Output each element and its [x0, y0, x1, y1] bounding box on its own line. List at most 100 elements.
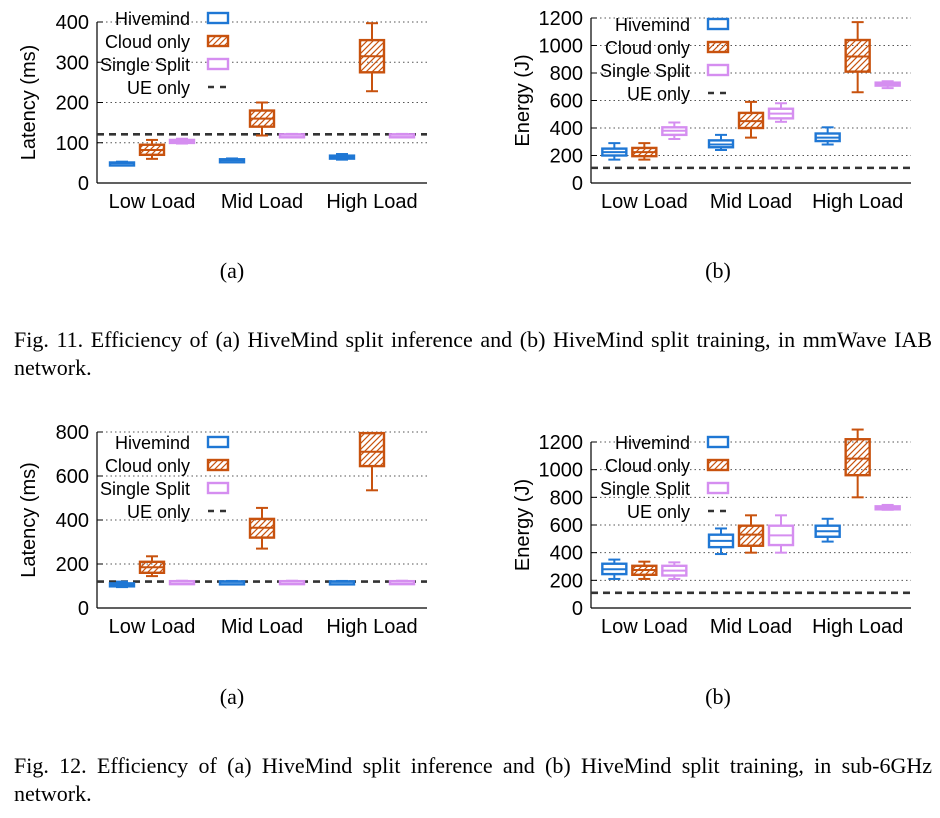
- box-hivemind-low-load: [601, 558, 628, 580]
- y-tick-label: 600: [56, 466, 89, 488]
- legend-swatch: [706, 458, 730, 472]
- box-single-split-low-load: [168, 137, 196, 145]
- x-tick-label-mid-load: Mid Load: [710, 616, 792, 638]
- y-tick-label: 800: [550, 63, 583, 85]
- y-tick-label: 0: [78, 598, 89, 620]
- chart-fig11a: 0 100 200 300 400 Latency (ms) Low Load Mid Loa…: [18, 9, 427, 213]
- y-tick-label: 200: [550, 570, 583, 592]
- box-hivemind-mid-load: [707, 133, 735, 151]
- box-iqr: [844, 438, 871, 477]
- box-cloud-only-high-load: [358, 431, 386, 492]
- legend-item-cloud-only: Cloud only: [605, 456, 730, 476]
- box-iqr: [737, 524, 765, 547]
- legend-item-ue-only: UE only: [627, 84, 730, 104]
- box-cloud-only-low-load: [631, 142, 658, 161]
- box-hivemind-low-load: [108, 160, 136, 167]
- y-tick-label: 300: [56, 52, 89, 74]
- legend-label: UE only: [127, 78, 190, 98]
- box-single-split-high-load: [874, 503, 901, 511]
- y-tick-label: 600: [550, 91, 583, 113]
- legend-swatch: [706, 435, 730, 449]
- chart-panel-fig11a: 0 100 200 300 400 Latency (ms) Low Load Mid Loa…: [0, 0, 470, 245]
- box-cloud-only-mid-load: [248, 101, 276, 137]
- box-single-split-mid-load: [278, 579, 306, 586]
- legend: Hivemind Cloud only Single Split UE only: [600, 433, 730, 522]
- y-tick-label: 0: [572, 598, 583, 620]
- box-hivemind-mid-load: [707, 527, 735, 556]
- legend-item-single-split: Single Split: [100, 479, 230, 499]
- y-tick-label: 1000: [539, 460, 584, 482]
- y-axis-label: Latency (ms): [18, 45, 40, 161]
- box-iqr: [358, 431, 386, 468]
- legend-item-ue-only: UE only: [127, 502, 230, 522]
- legend-label: Single Split: [100, 55, 190, 75]
- y-tick-label: 0: [572, 173, 583, 195]
- box-hivemind-low-load: [601, 142, 628, 161]
- y-tick-label: 800: [550, 487, 583, 509]
- y-tick-label: 1200: [539, 8, 584, 30]
- box-single-split-high-load: [388, 579, 416, 586]
- subfigure-label-fig11b: (b): [705, 258, 731, 283]
- y-tick-label: 200: [550, 146, 583, 168]
- legend-swatch: [206, 34, 230, 48]
- y-tick-label: 1200: [539, 432, 584, 454]
- box-cloud-only-mid-load: [737, 100, 765, 139]
- y-tick-label: 400: [56, 12, 89, 34]
- legend-item-ue-only: UE only: [127, 78, 230, 98]
- legend-item-single-split: Single Split: [600, 61, 730, 81]
- legend-item-cloud-only: Cloud only: [605, 38, 730, 58]
- legend-label: UE only: [627, 84, 690, 104]
- x-tick-label-high-load: High Load: [326, 616, 417, 638]
- legend-item-hivemind: Hivemind: [615, 15, 730, 35]
- legend-swatch: [706, 17, 730, 31]
- y-tick-label: 200: [56, 554, 89, 576]
- y-axis-label: Energy (J): [512, 479, 534, 571]
- legend-label: Single Split: [600, 479, 690, 499]
- legend-swatch: [206, 481, 230, 495]
- legend-label: Single Split: [100, 479, 190, 499]
- figure-caption-fig12: Fig. 12. Efficiency of (a) HiveMind spli…: [14, 753, 932, 806]
- x-tick-label-high-load: High Load: [812, 191, 903, 213]
- legend-item-single-split: Single Split: [600, 479, 730, 499]
- legend-label: Cloud only: [605, 456, 690, 476]
- box-hivemind-high-load: [814, 517, 841, 543]
- legend: Hivemind Cloud only Single Split UE only: [600, 15, 730, 104]
- y-tick-label: 400: [550, 118, 583, 140]
- x-tick-label-high-load: High Load: [812, 616, 903, 638]
- box-hivemind-low-load: [108, 580, 136, 589]
- x-tick-label-low-load: Low Load: [109, 191, 196, 213]
- legend-swatch: [206, 57, 230, 71]
- y-tick-label: 400: [550, 543, 583, 565]
- chart-panel-fig12a: 0 200 400 600 800 Latency (ms) Low Load Mid Loa…: [0, 414, 470, 659]
- legend-item-ue-only: UE only: [627, 502, 730, 522]
- y-tick-label: 800: [56, 422, 89, 444]
- box-cloud-only-high-load: [358, 22, 386, 93]
- legend-item-cloud-only: Cloud only: [105, 32, 230, 52]
- box-single-split-mid-load: [278, 132, 306, 139]
- legend-swatch: [706, 63, 730, 77]
- legend-label: Cloud only: [105, 456, 190, 476]
- box-hivemind-high-load: [328, 153, 356, 161]
- legend-swatch: [706, 40, 730, 54]
- legend-label: Hivemind: [615, 433, 690, 453]
- legend-swatch: [706, 481, 730, 495]
- legend-label: Cloud only: [105, 32, 190, 52]
- box-single-split-low-load: [661, 561, 688, 580]
- legend: Hivemind Cloud only Single Split UE only: [100, 9, 230, 98]
- x-tick-label-low-load: Low Load: [109, 616, 196, 638]
- legend: Hivemind Cloud only Single Split UE only: [100, 433, 230, 522]
- box-cloud-only-low-load: [138, 138, 166, 160]
- chart-fig12b: 0 200 400 600 800 1000 1200 Energy (J) Low Load M…: [512, 428, 911, 638]
- box-cloud-only-mid-load: [737, 514, 765, 554]
- box-cloud-only-mid-load: [248, 506, 276, 550]
- box-single-split-mid-load: [767, 514, 795, 554]
- legend-label: Single Split: [600, 61, 690, 81]
- chart-fig11b: 0 200 400 600 800 1000 1200 Energy (J) Low Load M…: [512, 8, 911, 213]
- x-tick-label-mid-load: Mid Load: [221, 616, 303, 638]
- y-tick-label: 400: [56, 510, 89, 532]
- box-hivemind-mid-load: [218, 579, 246, 586]
- chart-panel-fig11b: 0 200 400 600 800 1000 1200 Energy (J) Low Load M…: [470, 0, 940, 245]
- subfigure-label-fig12a: (a): [219, 684, 245, 709]
- chart-fig12a: 0 200 400 600 800 Latency (ms) Low Load Mid Loa…: [18, 422, 427, 638]
- figure-caption-fig11: Fig. 11. Efficiency of (a) HiveMind spli…: [14, 327, 932, 380]
